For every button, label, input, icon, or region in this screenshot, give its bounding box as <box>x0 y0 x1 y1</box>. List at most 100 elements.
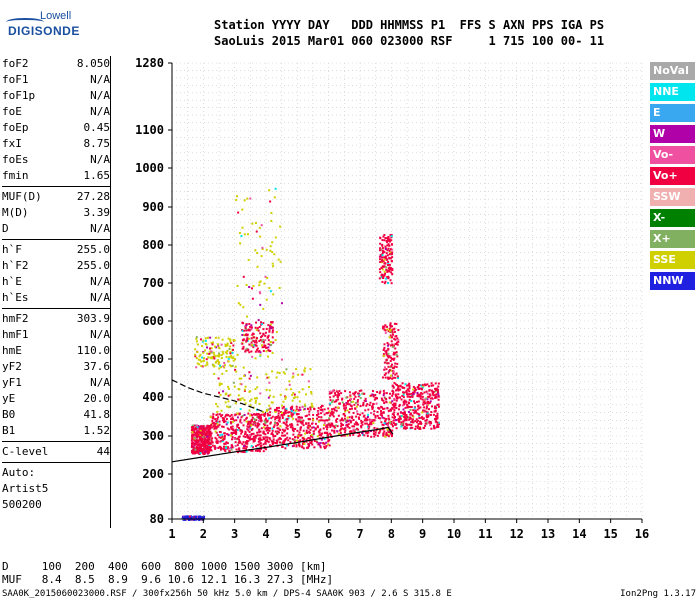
echo-point <box>383 258 386 261</box>
echo-point <box>364 400 367 403</box>
echo-point <box>360 389 363 392</box>
echo-point <box>210 423 213 426</box>
echo-point <box>266 376 269 379</box>
echo-point <box>362 401 365 404</box>
echo-point <box>241 321 244 324</box>
echo-point <box>385 241 388 244</box>
echo-point <box>416 391 419 394</box>
echo-point <box>325 428 328 431</box>
echo-point <box>256 347 259 350</box>
echo-point <box>213 365 216 368</box>
echo-point <box>195 451 198 454</box>
echo-point <box>292 417 295 420</box>
echo-point <box>307 424 310 427</box>
echo-point <box>196 431 199 434</box>
echo-point <box>384 272 387 275</box>
echo-point <box>355 427 358 430</box>
echo-point <box>375 397 378 400</box>
echo-point <box>402 420 405 423</box>
echo-point <box>273 424 276 427</box>
echo-point <box>218 384 221 387</box>
echo-point <box>391 407 394 410</box>
echo-point <box>281 407 284 410</box>
echo-point <box>378 258 381 261</box>
echo-point <box>390 420 393 423</box>
echo-point <box>260 224 263 227</box>
echo-point <box>213 427 216 430</box>
echo-point <box>248 328 251 331</box>
echo-point <box>433 407 436 410</box>
echo-point <box>332 415 335 418</box>
echo-point <box>260 427 263 430</box>
echo-point <box>291 438 294 441</box>
echo-point <box>195 515 198 518</box>
echo-point <box>209 336 212 339</box>
echo-point <box>349 434 352 437</box>
echo-point <box>294 442 297 445</box>
echo-point <box>348 391 351 394</box>
echo-point <box>246 333 249 336</box>
echo-point <box>323 438 326 441</box>
param-value: 1.65 <box>83 169 111 182</box>
echo-point <box>212 364 215 367</box>
echo-point <box>369 423 372 426</box>
echo-point <box>212 422 215 425</box>
echo-point <box>386 249 389 252</box>
echo-point <box>201 430 204 433</box>
echo-point <box>411 426 414 429</box>
echo-point <box>195 434 198 437</box>
legend-item-nnw: NNW <box>650 272 695 290</box>
echo-point <box>249 404 252 407</box>
echo-point <box>251 427 254 430</box>
echo-point <box>413 391 416 394</box>
echo-point <box>372 402 375 405</box>
echo-point <box>215 427 218 430</box>
echo-point <box>203 437 206 440</box>
echo-point <box>259 437 262 440</box>
echo-point <box>268 189 271 192</box>
echo-point <box>254 357 257 360</box>
echo-point <box>225 413 228 416</box>
echo-point <box>403 391 406 394</box>
echo-point <box>249 414 252 417</box>
echo-point <box>199 338 202 341</box>
echo-point <box>184 517 187 520</box>
echo-point <box>186 515 189 518</box>
echo-point <box>316 414 319 417</box>
echo-point <box>381 239 384 242</box>
echo-point <box>197 358 200 361</box>
echo-point <box>344 409 347 412</box>
echo-point <box>311 426 314 429</box>
echo-point <box>365 417 368 420</box>
echo-point <box>398 420 401 423</box>
echo-point <box>249 425 252 428</box>
echo-point <box>384 248 387 251</box>
echo-point <box>250 398 253 401</box>
echo-point <box>218 367 221 370</box>
echo-point <box>429 424 432 427</box>
echo-point <box>391 330 394 333</box>
echo-point <box>245 450 248 453</box>
echo-point <box>259 434 262 437</box>
echo-point <box>437 425 440 428</box>
echo-point <box>202 425 205 428</box>
echo-point <box>245 327 248 330</box>
echo-point <box>201 427 204 430</box>
echo-point <box>353 423 356 426</box>
echo-point <box>202 359 205 362</box>
echo-point <box>401 386 404 389</box>
echo-point <box>206 363 209 366</box>
echo-point <box>426 392 429 395</box>
echo-point <box>384 350 387 353</box>
echo-point <box>204 364 207 367</box>
echo-point <box>190 446 193 449</box>
echo-point <box>383 234 386 237</box>
echo-point <box>316 441 319 444</box>
echo-point <box>259 339 262 342</box>
echo-point <box>325 425 328 428</box>
echo-point <box>224 420 227 423</box>
echo-point <box>232 418 235 421</box>
echo-point <box>234 429 237 432</box>
param-value: N/A <box>90 222 110 235</box>
echo-point <box>271 352 274 355</box>
